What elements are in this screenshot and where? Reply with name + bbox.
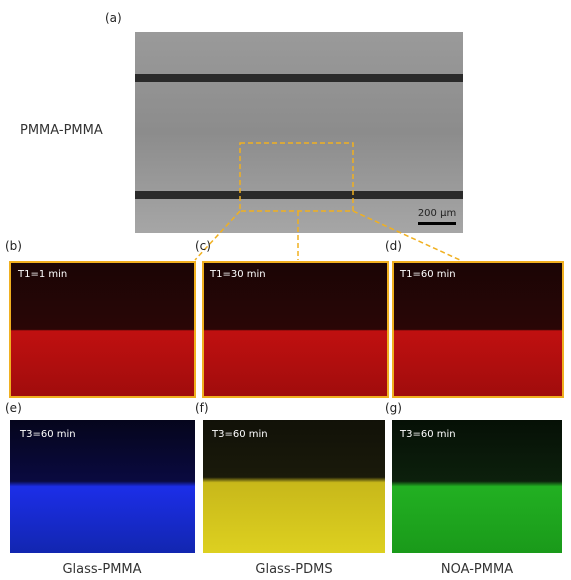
- time-label: T1=1 min: [17, 269, 67, 280]
- time-label: T1=30 min: [209, 269, 266, 280]
- panel-label: (e): [5, 401, 22, 415]
- row-b-d: [10, 262, 563, 397]
- figure: (a) PMMA-PMMA 200 μm (b) (c) (d) T1=1 mi…: [0, 0, 571, 580]
- time-label: T3=60 min: [19, 429, 76, 440]
- panel-label: (a): [105, 11, 122, 25]
- panel-label: (g): [385, 401, 402, 415]
- caption: NOA-PMMA: [441, 562, 513, 577]
- panel-label: (c): [195, 239, 211, 253]
- caption: Glass-PMMA: [62, 562, 141, 577]
- time-label: T3=60 min: [399, 429, 456, 440]
- caption: Glass-PDMS: [255, 562, 332, 577]
- panel-label: (b): [5, 239, 22, 253]
- side-label: PMMA-PMMA: [20, 123, 103, 138]
- time-label: T3=60 min: [211, 429, 268, 440]
- panel-label: (f): [195, 401, 209, 415]
- row-e-g: [10, 420, 562, 553]
- micrograph: [135, 32, 463, 260]
- scale-bar: 200 μm: [418, 208, 456, 219]
- time-label: T1=60 min: [399, 269, 456, 280]
- panel-label: (d): [385, 239, 402, 253]
